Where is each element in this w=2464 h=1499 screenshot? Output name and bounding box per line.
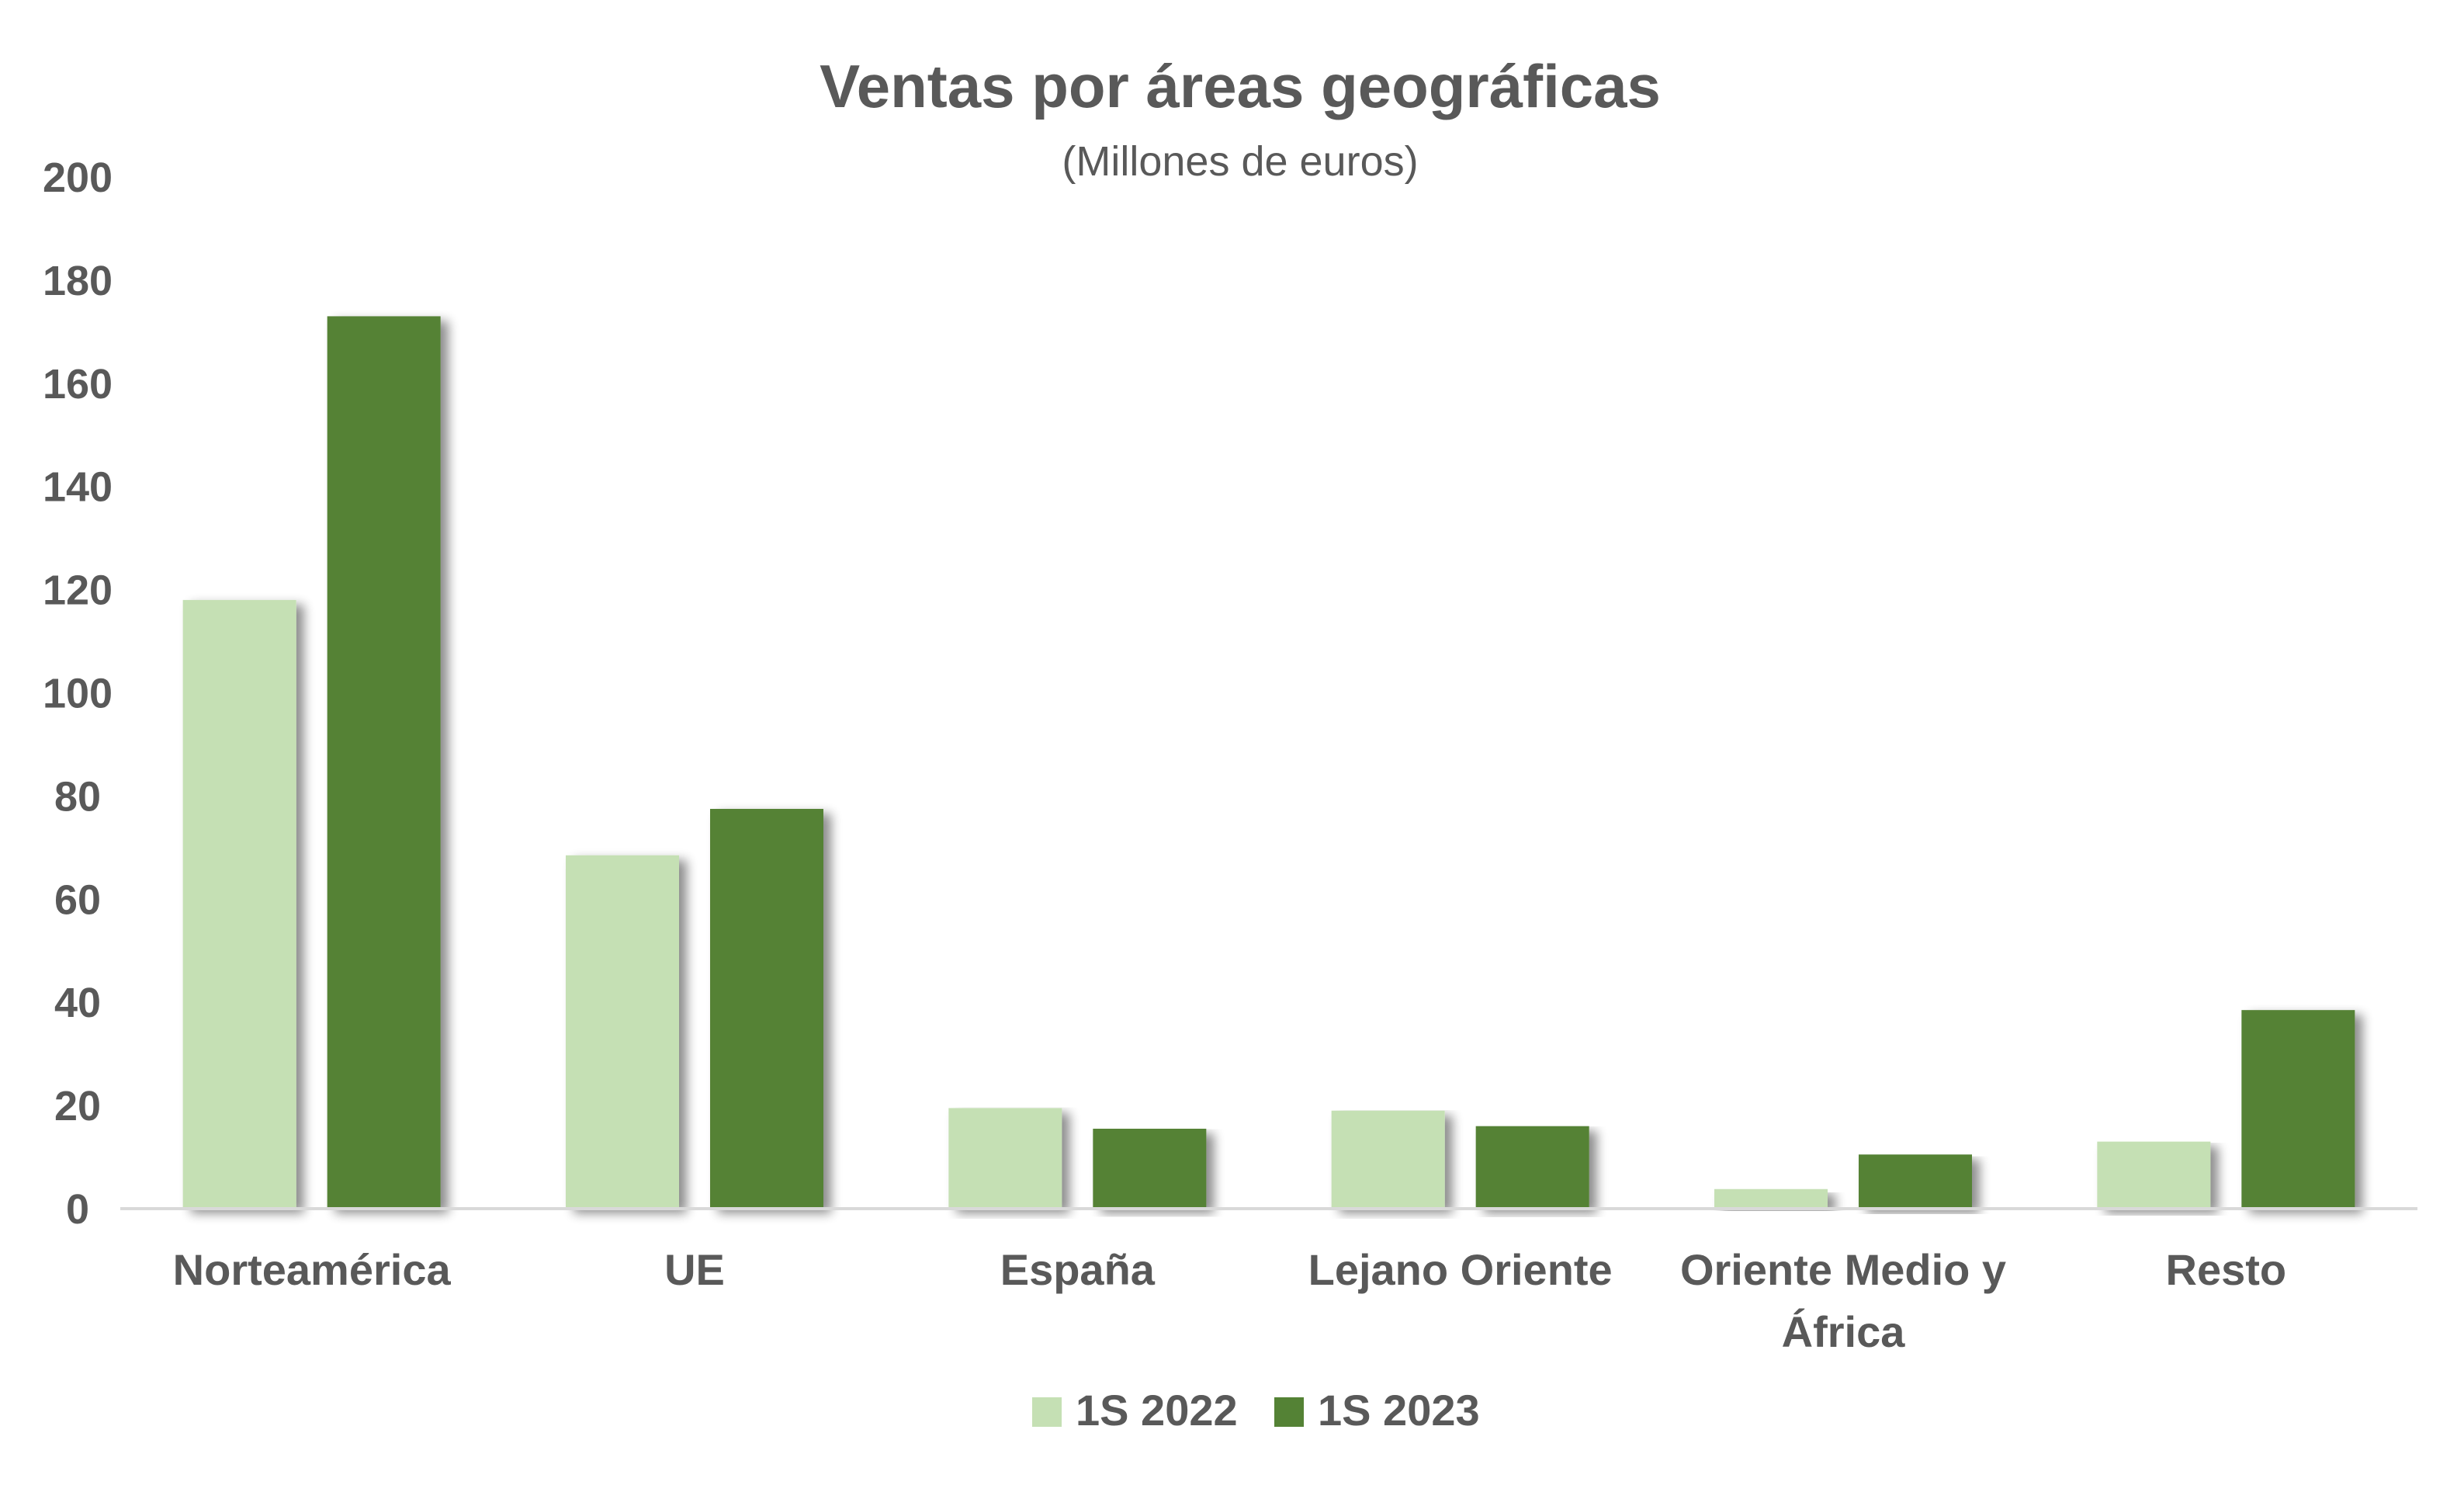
y-tick-label: 200 [43, 154, 113, 201]
bar-1s-2023-2 [1093, 1129, 1207, 1209]
x-tick-label: UE [664, 1245, 725, 1294]
y-tick-label: 160 [43, 361, 113, 408]
y-axis: 0 20 40 60 80 100 120 140 160 180 200 [43, 154, 113, 1233]
x-tick-label: España [1000, 1245, 1156, 1294]
bar-1s-2023-0 [327, 316, 441, 1209]
bar-1s-2022-4 [1714, 1188, 1828, 1209]
x-tick-label: Oriente Medio y [1680, 1245, 2006, 1294]
bar-1s-2022-1 [566, 855, 679, 1209]
y-tick-label: 180 [43, 258, 113, 304]
y-tick-label: 100 [43, 671, 113, 717]
y-tick-label: 20 [54, 1083, 101, 1129]
bar-1s-2022-5 [2097, 1141, 2211, 1209]
x-tick-label: Resto [2166, 1245, 2287, 1294]
y-tick-label: 140 [43, 464, 113, 511]
bar-1s-2022-0 [182, 599, 296, 1209]
x-tick-label: Norteamérica [173, 1245, 452, 1294]
chart-title: Ventas por áreas geográficas [820, 52, 1661, 120]
y-tick-label: 120 [43, 567, 113, 614]
legend-swatch [1032, 1397, 1062, 1427]
y-tick-label: 60 [54, 876, 101, 923]
bar-1s-2022-2 [948, 1108, 1062, 1209]
y-tick-label: 40 [54, 980, 101, 1026]
bar-1s-2023-5 [2241, 1010, 2355, 1209]
legend-label: 1S 2022 [1076, 1386, 1238, 1435]
y-tick-label: 80 [54, 773, 101, 820]
x-tick-label: Lejano Oriente [1308, 1245, 1613, 1294]
x-axis: Norteamérica UE España Lejano Oriente Orient… [173, 1245, 2286, 1356]
bar-1s-2023-4 [1859, 1154, 1972, 1209]
legend: 1S 2022 1S 2023 [1032, 1386, 1480, 1435]
bar-1s-2023-3 [1475, 1126, 1589, 1209]
chart-subtitle: (Millones de euros) [1062, 138, 1418, 185]
bars [182, 316, 2355, 1209]
legend-label: 1S 2023 [1318, 1386, 1480, 1435]
y-tick-label: 0 [66, 1186, 89, 1233]
bar-1s-2023-1 [710, 809, 823, 1209]
x-tick-label: África [1782, 1307, 1906, 1356]
bar-1s-2022-3 [1331, 1110, 1445, 1209]
legend-swatch [1274, 1397, 1304, 1427]
